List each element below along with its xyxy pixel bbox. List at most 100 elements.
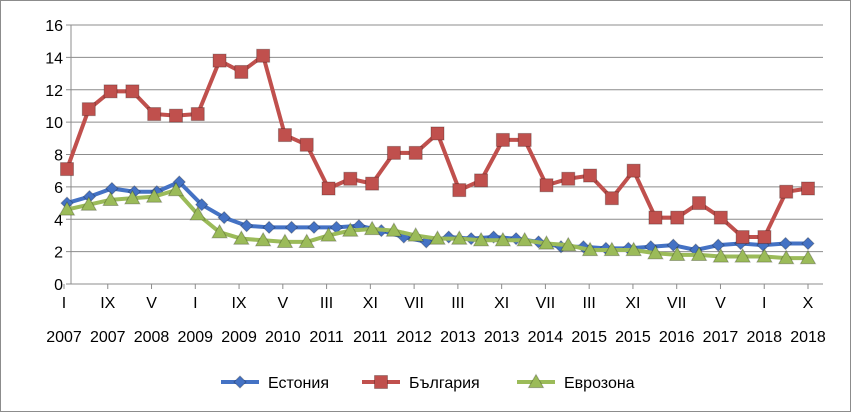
data-point [254, 231, 272, 247]
data-point [668, 246, 686, 261]
data-point [692, 196, 707, 211]
series-2 [60, 48, 815, 245]
data-point [690, 246, 708, 261]
x-tick-label-month: V [146, 295, 157, 312]
data-point [81, 102, 96, 117]
x-tick-label-month: X [803, 295, 814, 312]
x-tick-label-year: 2018 [746, 329, 782, 346]
data-point [284, 220, 299, 235]
data-point [239, 219, 254, 233]
x-tick-label-year: 2011 [353, 329, 388, 346]
data-point [277, 128, 292, 143]
x-tick-label-month: IX [231, 295, 246, 312]
series-3 [58, 181, 817, 265]
data-point [103, 84, 118, 99]
data-point [757, 230, 772, 245]
x-tick-label-month: VII [536, 295, 556, 312]
axes [63, 24, 823, 289]
data-point [713, 210, 728, 225]
x-tick-label-year: 2008 [134, 329, 170, 346]
data-point [232, 230, 250, 245]
data-point [320, 226, 337, 242]
data-point [472, 231, 490, 247]
legend: Естония България Еврозона [221, 373, 635, 392]
data-point [234, 64, 249, 79]
legend-swatch-marker [233, 375, 247, 389]
x-tick-label-year: 2007 [90, 329, 126, 346]
data-point [494, 231, 512, 247]
legend-label: България [409, 375, 480, 392]
x-tick-label-month: XI [363, 295, 378, 312]
data-point [80, 196, 98, 211]
data-point [712, 247, 730, 263]
legend-item: България [362, 375, 480, 392]
x-axis-tick-labels: I2007IX2007V2008I2009IX2009V2010III2011X… [46, 295, 826, 346]
x-tick-label-year: 2014 [528, 329, 564, 346]
data-point [321, 181, 336, 196]
data-point [583, 168, 598, 183]
data-point [168, 108, 183, 123]
data-point [190, 107, 205, 122]
data-point [756, 247, 773, 263]
x-tick-label-year: 2009 [177, 329, 213, 346]
y-axis-tick-labels: 0 2 4 6 8 10 12 14 16 [45, 18, 63, 294]
data-point [711, 238, 725, 252]
data-point [778, 236, 793, 251]
data-point [408, 145, 423, 160]
data-point [603, 241, 621, 257]
data-point [211, 223, 228, 239]
gridlines [71, 24, 823, 253]
data-point [474, 173, 489, 188]
x-tick-label-month: I [193, 295, 197, 312]
legend-swatch-marker [527, 373, 545, 389]
data-point [625, 241, 643, 257]
y-tick-label: 14 [45, 50, 63, 67]
x-tick-label-month: III [583, 295, 596, 312]
data-point [189, 205, 207, 221]
x-tick-label-year: 2015 [615, 329, 651, 346]
data-point [581, 241, 599, 257]
x-tick-label-month: I [62, 295, 66, 312]
x-tick-label-year: 2012 [396, 329, 432, 346]
x-tick-label-month: VII [404, 295, 424, 312]
data-point [517, 132, 532, 147]
data-point [212, 53, 227, 68]
data-point [429, 230, 446, 245]
x-tick-label-month: III [451, 295, 464, 312]
data-point [647, 244, 664, 260]
data-point [777, 249, 795, 265]
y-tick-label: 0 [54, 277, 63, 294]
data-point [307, 220, 321, 235]
x-tick-label-month: V [715, 295, 726, 312]
data-point [276, 233, 294, 249]
data-point [539, 178, 554, 193]
x-tick-label-year: 2007 [46, 329, 82, 346]
data-point [343, 171, 358, 186]
data-point [559, 236, 577, 252]
data-point [147, 107, 162, 122]
data-point [452, 183, 467, 198]
x-tick-label-year: 2013 [440, 329, 476, 346]
data-point [167, 181, 185, 197]
x-tick-label-year: 2009 [221, 329, 257, 346]
data-point [626, 163, 641, 178]
data-point [430, 126, 445, 141]
data-point [363, 220, 381, 236]
data-point [256, 48, 271, 63]
x-tick-label-month: XI [625, 295, 640, 312]
data-point [341, 222, 359, 237]
data-point [801, 181, 815, 196]
data-point [516, 231, 534, 247]
data-point [734, 247, 751, 263]
data-point [648, 210, 663, 225]
x-tick-label-year: 2010 [265, 329, 301, 346]
x-tick-label-year: 2013 [484, 329, 520, 346]
data-point [561, 171, 576, 186]
data-point [195, 197, 209, 212]
x-tick-label-month: XI [494, 295, 509, 312]
data-point [386, 145, 401, 160]
legend-item: Естония [221, 375, 329, 392]
data-point [604, 191, 619, 206]
